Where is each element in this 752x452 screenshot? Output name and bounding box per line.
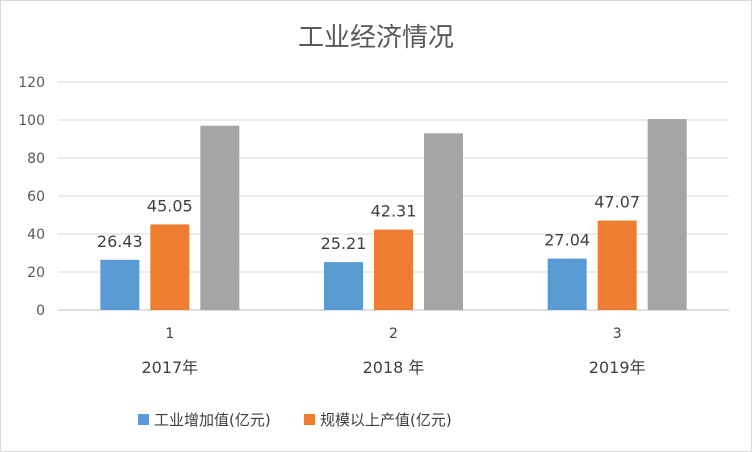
- y-axis-ticks: 0 20 40 60 80 100 120: [18, 75, 45, 319]
- x-year-label: 2018 年: [363, 358, 425, 377]
- y-tick-label: 80: [27, 151, 45, 167]
- bar: [374, 229, 413, 310]
- legend-swatch: [304, 414, 315, 425]
- legend-item: 规模以上产值(亿元): [304, 411, 452, 429]
- y-tick-label: 40: [27, 227, 45, 243]
- bar: [150, 224, 190, 310]
- legend-item: 工业增加值(亿元): [138, 411, 271, 429]
- x-tick-label: 1: [165, 326, 174, 342]
- data-label: 42.31: [371, 202, 417, 221]
- x-tick-label: 2: [389, 326, 398, 342]
- bar: [647, 119, 687, 310]
- y-tick-label: 120: [18, 75, 45, 91]
- data-label: 47.07: [594, 193, 640, 212]
- y-tick-label: 100: [18, 113, 45, 129]
- bar: [424, 133, 463, 310]
- legend-label: 工业增加值(亿元): [154, 411, 271, 429]
- data-label: 25.21: [321, 234, 367, 253]
- bar: [597, 220, 637, 310]
- y-tick-label: 0: [36, 303, 45, 319]
- x-tick-label: 3: [613, 326, 622, 342]
- bar: [324, 262, 363, 310]
- legend-label: 规模以上产值(亿元): [320, 411, 452, 429]
- x-axis-categories: 1 2017年 2 2018 年 3 2019年: [141, 326, 645, 377]
- bar: [547, 258, 587, 310]
- x-year-label: 2017年: [141, 358, 198, 377]
- y-tick-label: 20: [27, 265, 45, 281]
- bar: [100, 259, 140, 310]
- legend-swatch: [138, 414, 149, 425]
- y-tick-label: 60: [27, 189, 45, 205]
- chart-title: 工业经济情况: [298, 23, 454, 53]
- data-label: 26.43: [97, 232, 143, 251]
- data-label: 27.04: [544, 231, 590, 250]
- legend: 工业增加值(亿元) 规模以上产值(亿元): [138, 411, 452, 429]
- data-label: 45.05: [147, 196, 193, 215]
- bars: [100, 119, 687, 310]
- x-year-label: 2019年: [589, 358, 646, 377]
- bar: [200, 125, 240, 310]
